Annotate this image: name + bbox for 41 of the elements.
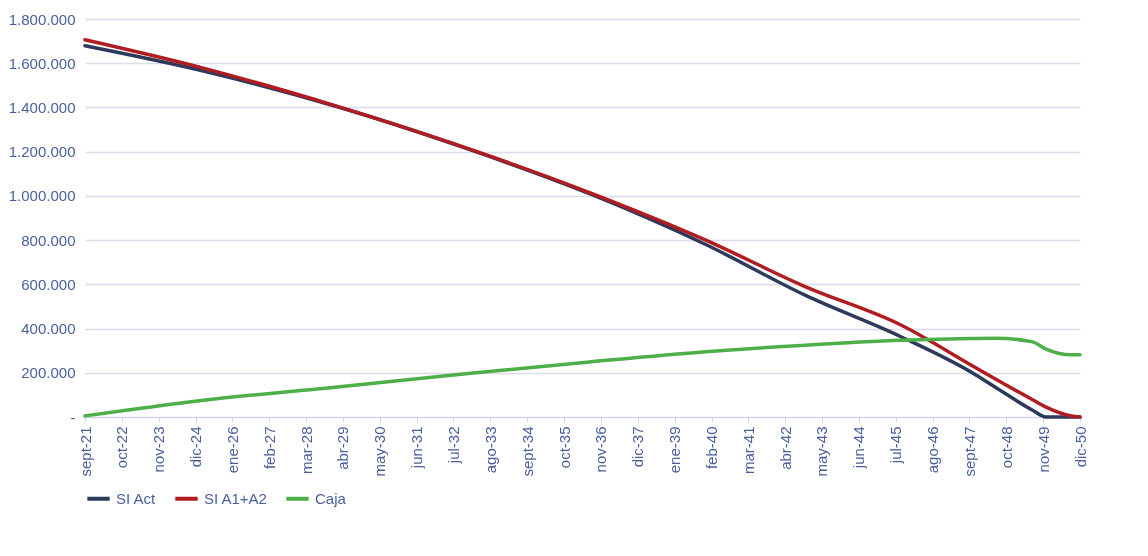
x-tick-label: jun-44 [850,426,868,470]
y-tick-label: 1.200.000 [8,143,76,161]
legend-label: SI Act [116,489,157,507]
y-tick-label: 200.000 [21,364,76,382]
x-tick-label: jul-45 [887,426,905,465]
y-tick-label: 1.000.000 [8,187,76,205]
x-tick-label: oct-48 [997,426,1015,469]
x-tick-label: oct-35 [555,426,573,469]
x-tick-label: jul-32 [444,426,462,465]
x-tick-label: sept-47 [960,426,978,477]
x-tick-label: nov-49 [1034,426,1052,473]
x-tick-label: oct-22 [113,426,131,469]
y-tick-label: - [70,408,76,426]
x-tick-label: abr-42 [776,426,794,470]
x-tick-label: dic-24 [187,426,205,468]
x-tick-label: ene-39 [666,426,684,474]
x-tick-label: nov-36 [592,426,610,473]
x-tick-label: ene-26 [223,426,241,474]
x-tick-label: may-43 [813,426,831,477]
y-tick-label: 800.000 [21,231,76,249]
y-tick-label: 1.800.000 [8,10,76,28]
x-tick-label: mar-41 [739,426,757,475]
x-tick-label: feb-27 [260,426,278,470]
x-tick-label: abr-29 [334,426,352,470]
y-tick-label: 600.000 [21,275,76,293]
x-tick-label: dic-37 [629,426,647,468]
x-tick-label: sept-34 [518,426,536,477]
legend-label: SI A1+A2 [204,489,267,507]
x-tick-label: feb-40 [703,426,721,470]
x-tick-label: mar-28 [297,426,315,475]
y-tick-label: 1.400.000 [8,98,76,116]
legend-label: Caja [315,489,347,507]
x-tick-label: jun-31 [408,426,426,470]
x-tick-label: ago-46 [924,426,942,474]
y-tick-label: 1.600.000 [8,54,76,72]
x-tick-label: nov-23 [150,426,168,473]
y-tick-label: 400.000 [21,320,76,338]
x-tick-label: dic-50 [1071,426,1089,468]
x-tick-label: may-30 [371,426,389,477]
x-tick-label: sept-21 [76,426,94,477]
x-tick-label: ago-33 [481,426,499,474]
